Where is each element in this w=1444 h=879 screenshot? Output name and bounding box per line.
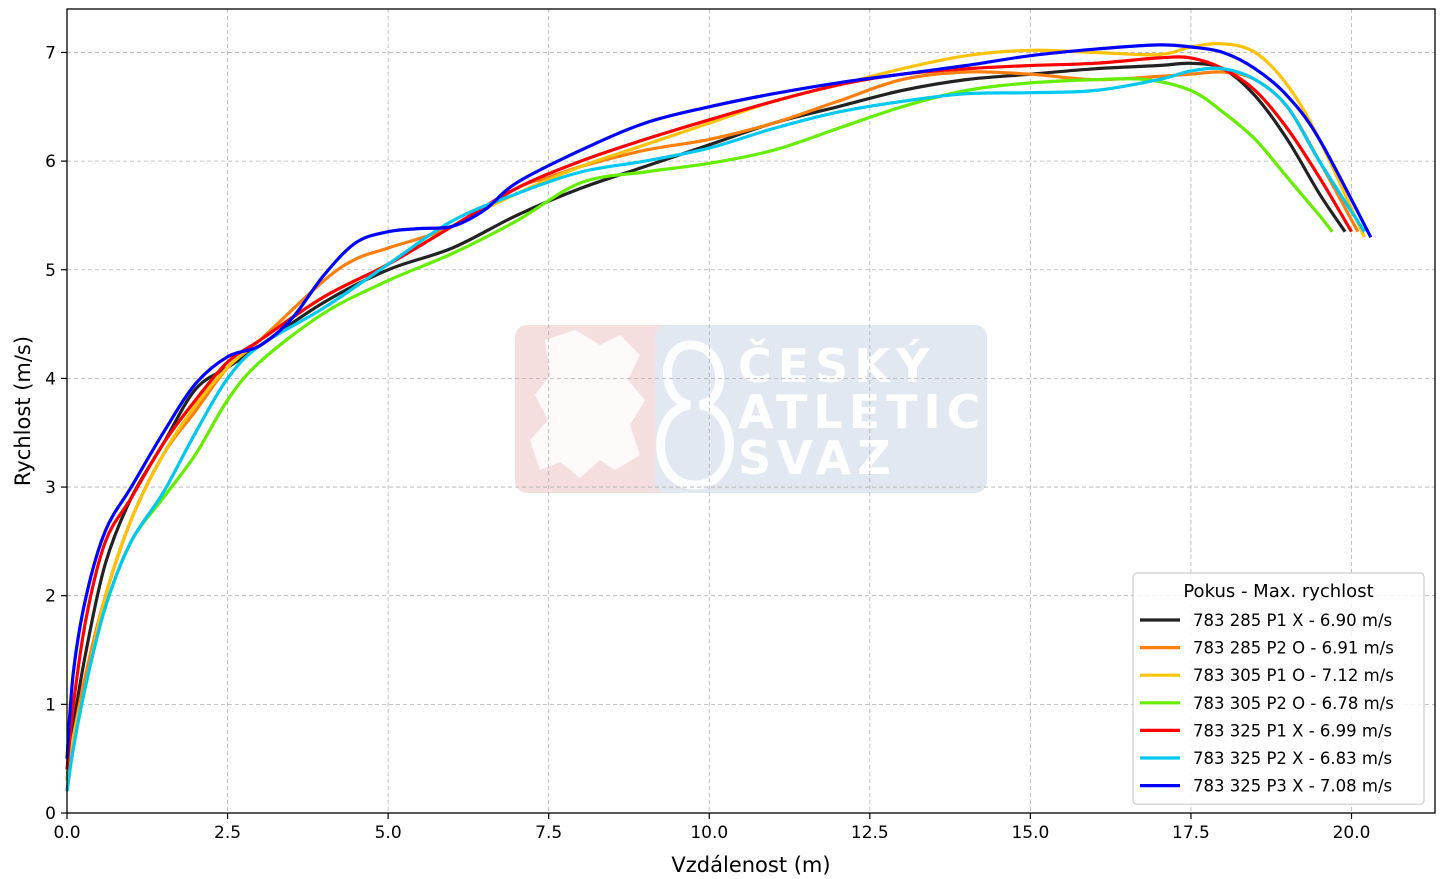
- y-axis-label: Rychlost (m/s): [11, 336, 35, 486]
- legend-label: 783 285 P2 O - 6.91 m/s: [1193, 639, 1394, 658]
- watermark-line-1: ČESKÝ: [738, 338, 935, 393]
- y-tick-label: 7: [45, 43, 56, 63]
- eight-emblem-icon: [656, 340, 734, 490]
- x-tick-label: 20.0: [1333, 823, 1371, 843]
- series-lines: [65, 42, 1373, 792]
- y-tick-label: 6: [45, 152, 56, 172]
- y-tick-label: 2: [45, 587, 56, 607]
- legend-items: 783 285 P1 X - 6.90 m/s 783 285 P2 O - 6.…: [1140, 611, 1394, 796]
- series-line-6: [65, 66, 1366, 792]
- series-line-7: [65, 43, 1373, 759]
- watermark-line-2: ATLETICKÝ: [738, 384, 1067, 439]
- x-tick-label: 15.0: [1011, 823, 1049, 843]
- x-axis-label: Vzdálenost (m): [671, 853, 830, 877]
- legend-box: [1132, 572, 1425, 805]
- legend-label: 783 285 P1 X - 6.90 m/s: [1193, 611, 1392, 630]
- y-tick-label: 0: [45, 804, 56, 824]
- legend-label: 783 305 P2 O - 6.78 m/s: [1193, 694, 1394, 713]
- legend: Pokus - Max. rychlost 783 285 P1 X - 6.9…: [1132, 572, 1425, 805]
- y-tick-label: 1: [45, 695, 56, 715]
- legend-label: 783 325 P3 X - 7.08 m/s: [1193, 777, 1392, 796]
- watermark-logo: ČESKÝ ATLETICKÝ SVAZ: [515, 325, 1067, 493]
- y-ticks: 0 1 2 3 4 5 6 7: [45, 43, 67, 824]
- watermark-blue-block: [655, 325, 987, 493]
- x-tick-label: 17.5: [1172, 823, 1210, 843]
- plot-frame: [66, 8, 1436, 814]
- legend-label: 783 325 P2 X - 6.83 m/s: [1193, 749, 1392, 768]
- series-line-3: [65, 42, 1366, 781]
- x-tick-label: 0.0: [53, 823, 80, 843]
- x-tick-label: 12.5: [851, 823, 889, 843]
- y-tick-label: 4: [45, 369, 56, 389]
- legend-title: Pokus - Max. rychlost: [1183, 581, 1373, 602]
- y-tick-label: 5: [45, 261, 56, 281]
- x-tick-label: 7.5: [535, 823, 562, 843]
- x-ticks: 0.0 2.5 5.0 7.5 10.0 12.5 15.0 17.5 20.0: [53, 813, 1370, 843]
- legend-label: 783 305 P1 O - 7.12 m/s: [1193, 666, 1394, 685]
- watermark-line-3: SVAZ: [738, 431, 897, 485]
- series-line-5: [65, 55, 1353, 770]
- x-tick-label: 2.5: [214, 823, 241, 843]
- lion-emblem-icon: [530, 330, 645, 478]
- x-tick-label: 5.0: [375, 823, 402, 843]
- y-tick-label: 3: [45, 478, 56, 498]
- x-tick-label: 10.0: [690, 823, 728, 843]
- legend-label: 783 325 P1 X - 6.99 m/s: [1193, 721, 1392, 740]
